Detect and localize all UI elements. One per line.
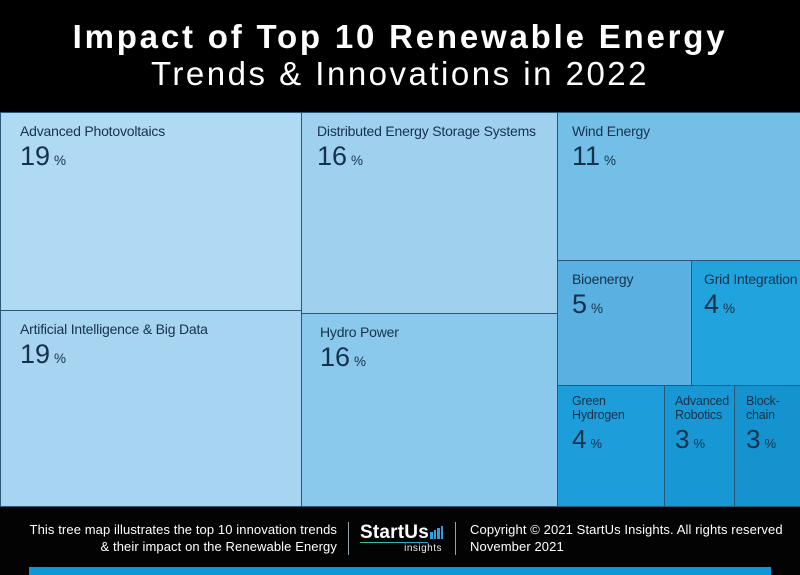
cell-value: 11% bbox=[572, 142, 616, 171]
footer-accent-bar bbox=[29, 567, 771, 575]
treemap-chart: Advanced Photovoltaics 19% Artificial Inte… bbox=[0, 112, 800, 507]
cell-label: Grid Integration bbox=[704, 271, 798, 287]
cell-value-unit: % bbox=[54, 351, 67, 366]
cell-label: Distributed Energy Storage Systems bbox=[317, 123, 536, 139]
cell-value: 3% bbox=[746, 425, 776, 453]
cell-value: 5% bbox=[572, 290, 603, 319]
cell-value: 3% bbox=[675, 425, 705, 453]
footer-caption: This tree map illustrates the top 10 inn… bbox=[0, 521, 337, 555]
treemap-cell-green-hydrogen[interactable]: Green Hydrogen 4% bbox=[558, 386, 664, 506]
cell-value-unit: % bbox=[54, 153, 67, 168]
cell-label: Wind Energy bbox=[572, 123, 650, 139]
bar-chart-icon bbox=[430, 525, 443, 539]
cell-value: 19% bbox=[20, 340, 66, 369]
cell-value-unit: % bbox=[590, 436, 603, 451]
header: Impact of Top 10 Renewable Energy Trends… bbox=[0, 0, 800, 112]
footer-divider-left bbox=[348, 521, 349, 555]
cell-value-unit: % bbox=[693, 436, 706, 451]
treemap-cell-artificial-intelligence-big-data[interactable]: Artificial Intelligence & Big Data 19% bbox=[1, 311, 301, 506]
treemap-cell-grid-integration[interactable]: Grid Integration 4% bbox=[692, 261, 800, 385]
treemap-cell-hydro-power[interactable]: Hydro Power 16% bbox=[302, 314, 557, 506]
footer-content: This tree map illustrates the top 10 inn… bbox=[0, 515, 800, 561]
copyright: Copyright © 2021 StartUs Insights. All r… bbox=[470, 521, 783, 555]
treemap-cell-bioenergy[interactable]: Bioenergy 5% bbox=[558, 261, 691, 385]
cell-value-unit: % bbox=[351, 153, 364, 168]
startus-insights-logo: StartUs insights bbox=[360, 516, 444, 560]
cell-value-number: 3 bbox=[746, 424, 761, 454]
treemap-cell-distributed-energy-storage-systems[interactable]: Distributed Energy Storage Systems 16% bbox=[302, 113, 557, 313]
cell-value-unit: % bbox=[354, 354, 367, 369]
cell-value-number: 5 bbox=[572, 289, 588, 319]
cell-value-unit: % bbox=[723, 301, 736, 316]
logo-brand-text: StartUs bbox=[360, 521, 429, 543]
cell-value-number: 4 bbox=[572, 424, 587, 454]
cell-label: Hydro Power bbox=[320, 324, 399, 340]
cell-value-number: 4 bbox=[704, 289, 720, 319]
cell-value: 4% bbox=[572, 425, 602, 453]
treemap-cell-advanced-photovoltaics[interactable]: Advanced Photovoltaics 19% bbox=[1, 113, 301, 310]
cell-value-number: 19 bbox=[20, 141, 51, 171]
cell-value-number: 16 bbox=[317, 141, 348, 171]
cell-value: 16% bbox=[320, 343, 366, 372]
page-title-line2: Trends & Innovations in 2022 bbox=[150, 55, 650, 92]
cell-value-number: 19 bbox=[20, 339, 51, 369]
treemap-cell-wind-energy[interactable]: Wind Energy 11% bbox=[558, 113, 800, 260]
cell-value: 4% bbox=[704, 290, 735, 319]
cell-label: Bioenergy bbox=[572, 271, 634, 287]
copyright-line2: November 2021 bbox=[470, 539, 564, 554]
cell-value-number: 11 bbox=[572, 141, 601, 171]
page-title-line1: Impact of Top 10 Renewable Energy bbox=[72, 18, 728, 55]
footer-caption-line2: & their impact on the Renewable Energy bbox=[100, 539, 337, 554]
treemap-cell-block-chain[interactable]: Block- chain 3% bbox=[735, 386, 800, 506]
footer-caption-line1: This tree map illustrates the top 10 inn… bbox=[29, 522, 337, 537]
cell-value: 16% bbox=[317, 142, 363, 171]
cell-value-unit: % bbox=[591, 301, 604, 316]
copyright-line1: Copyright © 2021 StartUs Insights. All r… bbox=[470, 522, 783, 537]
cell-value-unit: % bbox=[764, 436, 777, 451]
cell-label: Advanced Robotics bbox=[675, 394, 729, 422]
cell-value-number: 3 bbox=[675, 424, 690, 454]
cell-label: Green Hydrogen bbox=[572, 394, 625, 422]
footer-divider-right bbox=[455, 521, 456, 555]
cell-label: Advanced Photovoltaics bbox=[20, 123, 166, 139]
cell-value-number: 16 bbox=[320, 342, 351, 372]
logo-sub-text: insights bbox=[404, 543, 442, 554]
cell-value: 19% bbox=[20, 142, 66, 171]
treemap-cell-advanced-robotics[interactable]: Advanced Robotics 3% bbox=[665, 386, 734, 506]
cell-label: Block- chain bbox=[746, 394, 780, 422]
footer: This tree map illustrates the top 10 inn… bbox=[0, 507, 800, 575]
cell-value-unit: % bbox=[604, 153, 617, 168]
logo-underline bbox=[360, 541, 428, 543]
cell-label: Artificial Intelligence & Big Data bbox=[20, 321, 208, 337]
